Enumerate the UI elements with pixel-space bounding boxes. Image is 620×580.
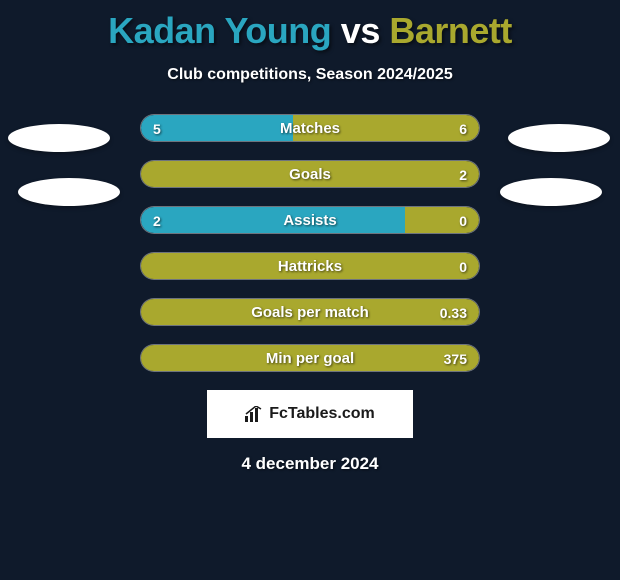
stat-row: Matches5 6 <box>0 114 620 142</box>
stat-bar-container: Matches5 6 <box>140 114 480 142</box>
stat-row: Goals per match0.33 <box>0 298 620 326</box>
stat-value-right: 0 <box>459 253 467 280</box>
title-player2: Barnett <box>389 10 512 51</box>
stat-value-right: 375 <box>444 345 467 372</box>
stat-label: Hattricks <box>141 253 479 280</box>
stat-value-right: 2 <box>459 161 467 188</box>
page-title: Kadan Young vs Barnett <box>0 0 620 52</box>
watermark-text: FcTables.com <box>269 405 375 423</box>
stat-label: Goals per match <box>141 299 479 326</box>
date-line: 4 december 2024 <box>0 454 620 474</box>
stat-bar-container: Assists2 0 <box>140 206 480 234</box>
stats-area: Matches56Goals2Assists20Hattricks0Goals … <box>0 114 620 372</box>
chart-icon <box>245 406 263 422</box>
stat-label: Goals <box>141 161 479 188</box>
stat-label: Matches <box>141 115 479 142</box>
stat-row: Assists2 0 <box>0 206 620 234</box>
stat-value-left: 5 <box>153 115 161 142</box>
stat-label: Assists <box>141 207 479 234</box>
stat-bar-container: Min per goal375 <box>140 344 480 372</box>
stat-value-left: 2 <box>153 207 161 234</box>
stat-value-right: 0 <box>459 207 467 234</box>
watermark-badge: FcTables.com <box>207 390 413 438</box>
stat-label: Min per goal <box>141 345 479 372</box>
stat-bar-container: Hattricks0 <box>140 252 480 280</box>
stat-bar-container: Goals2 <box>140 160 480 188</box>
stat-row: Min per goal375 <box>0 344 620 372</box>
title-vs: vs <box>341 10 380 51</box>
stat-row: Hattricks0 <box>0 252 620 280</box>
stat-row: Goals2 <box>0 160 620 188</box>
subtitle: Club competitions, Season 2024/2025 <box>0 66 620 84</box>
stat-bar-container: Goals per match0.33 <box>140 298 480 326</box>
stat-value-right: 6 <box>459 115 467 142</box>
stat-value-right: 0.33 <box>440 299 467 326</box>
title-player1: Kadan Young <box>108 10 331 51</box>
